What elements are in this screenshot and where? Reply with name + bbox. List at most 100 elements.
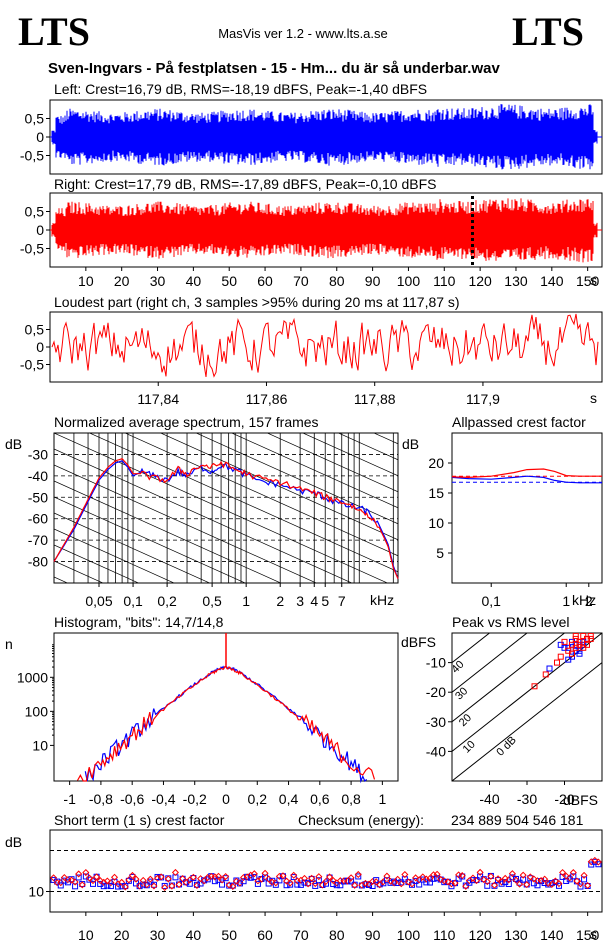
- peak-rms-point-red: [576, 638, 583, 645]
- short-crest-xtick-label: 30: [150, 927, 166, 943]
- short-crest-point-red: [146, 875, 154, 883]
- short-crest-point-blue: [211, 878, 218, 885]
- time-xtick-label: 70: [293, 273, 309, 289]
- peak-rms-point-red: [561, 638, 568, 645]
- histogram-title: Histogram, "bits": 14,7/14,8: [54, 614, 224, 630]
- short-crest-point-red: [304, 880, 312, 888]
- short-crest-point-blue: [147, 878, 154, 885]
- peak-rms-crest-line: [452, 633, 566, 723]
- spectrum-xtick-label: 0,5: [202, 593, 222, 609]
- short-crest-xtick-label: 110: [433, 927, 456, 943]
- left-waveform-ytick-label: -0,5: [20, 148, 44, 164]
- short-crest-frame: [49, 829, 603, 913]
- spectrum-slope-line: [54, 273, 398, 428]
- short-crest-point-blue: [104, 882, 111, 889]
- short-crest-point-red: [110, 873, 119, 881]
- spectrum-slope-line: [54, 544, 140, 583]
- short-crest-point-red: [526, 873, 534, 881]
- short-crest-point-blue: [498, 880, 505, 887]
- short-crest-xtick-label: 100: [397, 927, 421, 943]
- short-crest-point-blue: [516, 879, 523, 886]
- short-crest-point-red: [569, 869, 577, 877]
- histogram-ytick-label: 10: [32, 737, 48, 753]
- short-crest-point-red: [75, 870, 83, 878]
- allpassed-series-red: [451, 468, 602, 479]
- short-crest-point-red: [308, 874, 316, 882]
- allpassed-ylabel: dB: [402, 436, 420, 452]
- short-crest-point-blue: [369, 883, 376, 890]
- allpassed-ytick-label: 10: [428, 515, 444, 531]
- short-crest-point-blue: [337, 882, 344, 889]
- allpassed-frame: [451, 432, 603, 584]
- loudest-ytick-label: 0,5: [25, 322, 45, 338]
- time-xtick-label: 10: [78, 273, 94, 289]
- short-crest-point-red: [383, 872, 391, 880]
- short-crest-point-red: [261, 869, 269, 877]
- short-crest-point-red: [584, 881, 592, 890]
- loudest-xtick-label: 117,88: [354, 391, 396, 407]
- short-crest-xtick-label: 90: [365, 927, 381, 943]
- short-crest-point-red: [580, 871, 588, 879]
- histogram-xtick-label: 0,4: [279, 791, 299, 807]
- short-crest-point-red: [315, 873, 323, 881]
- allpassed-ytick-label: 5: [436, 545, 444, 561]
- short-crest-point-blue: [448, 883, 455, 890]
- short-crest-point-red: [171, 868, 179, 877]
- spectrum-series-blue: [53, 460, 399, 579]
- checksum-value: 234 889 504 546 181: [451, 812, 584, 828]
- allpassed-series-blue: [451, 475, 602, 484]
- short-crest-point-blue: [595, 861, 602, 868]
- short-crest-point-red: [458, 872, 466, 880]
- short-crest-point-blue: [394, 880, 401, 887]
- file-title: Sven-Ingvars - På festplatsen - 15 - Hm.…: [48, 60, 500, 77]
- loudest-ytick-label: 0: [36, 339, 44, 355]
- short-crest-point-red: [150, 882, 158, 890]
- peak-rms-point-red: [531, 683, 538, 690]
- short-crest-point-blue: [426, 879, 433, 886]
- short-crest-point-red: [82, 869, 90, 877]
- logo-left: LTS: [18, 9, 90, 54]
- peak-rms-xtick-label: -30: [517, 791, 537, 807]
- allpassed-ytick-label: 20: [428, 455, 444, 471]
- short-crest-xtick-label: 10: [78, 927, 94, 943]
- spectrum-slope-line: [302, 433, 398, 477]
- histogram-series-blue: [84, 665, 368, 784]
- short-crest-point-blue: [287, 881, 294, 888]
- short-crest-point-blue: [387, 879, 394, 886]
- time-xtick-label: 40: [186, 273, 202, 289]
- short-crest-point-blue: [57, 882, 64, 889]
- peak-rms-ytick-label: -40: [426, 743, 446, 759]
- spectrum-slope-line: [54, 241, 398, 396]
- short-crest-point-blue: [509, 874, 516, 881]
- short-crest-point-red: [523, 881, 531, 889]
- histogram-ytick-label: 1000: [17, 669, 48, 685]
- short-crest-point-red: [161, 883, 169, 892]
- short-crest-xtick-label: 40: [186, 927, 202, 943]
- histogram-xtick-label: -0,2: [183, 791, 207, 807]
- spectrum-ytick-label: -80: [28, 554, 48, 570]
- short-crest-point-blue: [154, 873, 161, 880]
- short-crest-point-blue: [272, 881, 279, 888]
- loudest-xtick-label: 117,84: [137, 391, 179, 407]
- allpassed-xtick-label: 0,1: [481, 593, 501, 609]
- allpassed-xtick-label: 2: [585, 593, 593, 609]
- short-crest-point-blue: [559, 873, 566, 880]
- left-channel-title: Left: Crest=16,79 dB, RMS=-18,19 dBFS, P…: [54, 81, 428, 97]
- short-crest-point-blue: [115, 883, 122, 890]
- short-crest-point-blue: [186, 880, 193, 887]
- left-waveform-ytick-label: 0,5: [25, 111, 45, 127]
- time-xtick-label: 150: [576, 273, 600, 289]
- short-crest-point-blue: [484, 882, 491, 889]
- allpassed-title: Allpassed crest factor: [452, 414, 586, 430]
- peak-rms-title: Peak vs RMS level: [452, 614, 570, 630]
- allpassed-xlabel: kHz: [572, 592, 597, 608]
- short-crest-point-red: [354, 870, 362, 878]
- short-crest-point-blue: [204, 876, 211, 883]
- short-crest-point-red: [476, 868, 484, 876]
- time-xtick-label: 110: [433, 273, 456, 289]
- spectrum-slope-line: [54, 480, 282, 583]
- peak-rms-point-red: [557, 653, 564, 660]
- short-crest-point-blue: [315, 877, 322, 884]
- histogram-ylabel: n: [5, 636, 13, 652]
- short-crest-point-blue: [541, 879, 548, 886]
